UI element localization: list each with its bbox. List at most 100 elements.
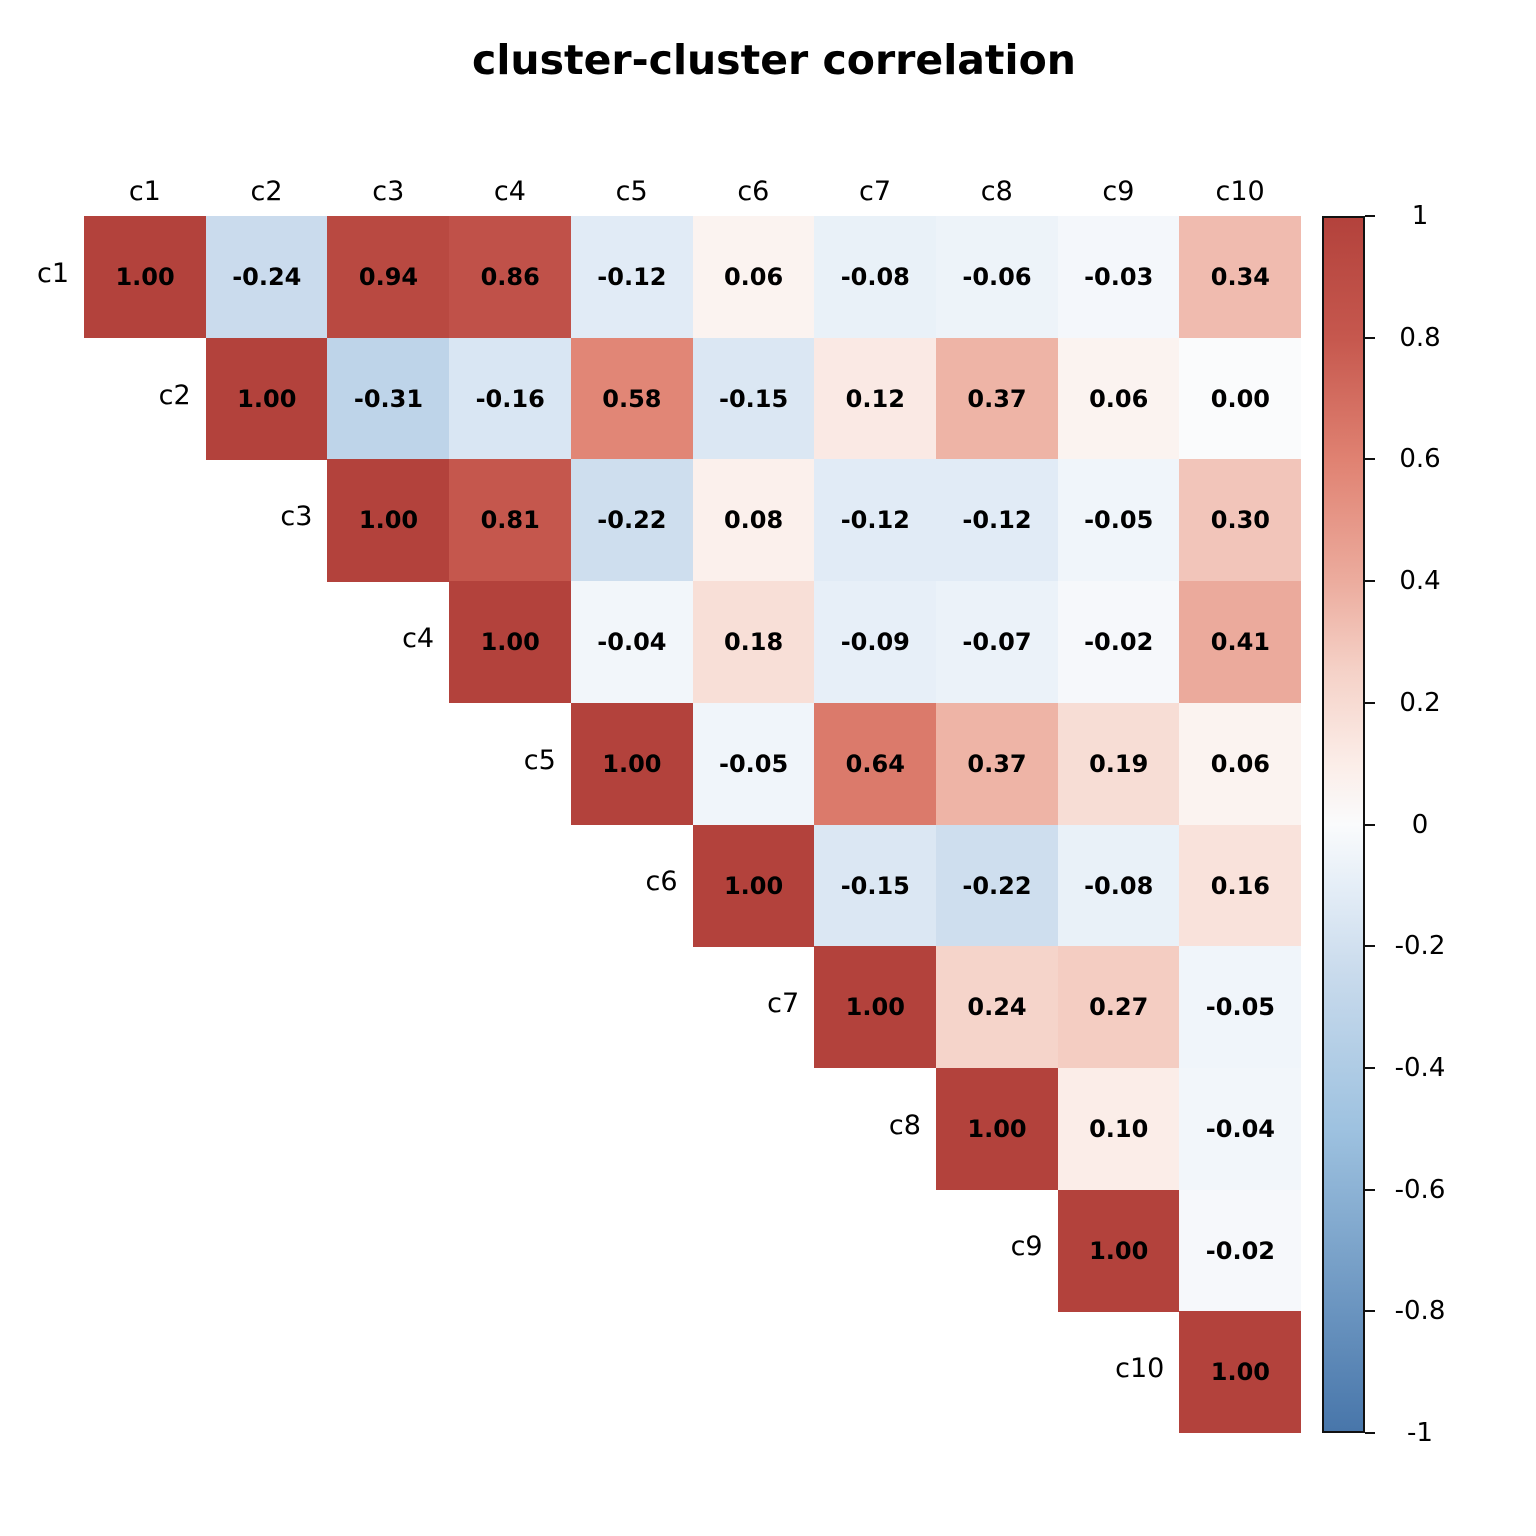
heatmap-cell-c3-c10: 0.30 <box>1179 459 1302 582</box>
heatmap-cell-c8-c9: 0.10 <box>1057 1067 1180 1191</box>
row-label-c1: c1 <box>36 257 69 289</box>
column-label-c5: c5 <box>615 176 648 207</box>
heatmap-cell-c10-c10: 1.00 <box>1179 1311 1302 1434</box>
heatmap-cell-c6-c10: 0.16 <box>1179 824 1302 947</box>
colorbar-tick-label: 1 <box>1411 201 1429 231</box>
colorbar-tick <box>1365 701 1375 704</box>
column-label-c6: c6 <box>737 176 770 207</box>
heatmap-cell-c4-c10: 0.41 <box>1179 581 1302 704</box>
row-label-c9: c9 <box>1010 1231 1043 1263</box>
heatmap-cell-c4-c4: 1.00 <box>449 581 572 704</box>
heatmap-cell-c2-c8: 0.37 <box>935 337 1059 460</box>
heatmap-cell-c1-c9: -0.03 <box>1057 216 1180 339</box>
heatmap-cell-c6-c9: -0.08 <box>1057 824 1180 947</box>
colorbar-tick-label: 0.4 <box>1399 566 1441 597</box>
chart-title: cluster-cluster correlation <box>472 36 1076 84</box>
colorbar-tick <box>1365 458 1375 461</box>
heatmap-cell-c5-c7: 0.64 <box>814 702 937 825</box>
heatmap-cell-c2-c10: 0.00 <box>1179 337 1302 460</box>
heatmap-cell-c4-c8: -0.07 <box>935 581 1059 704</box>
heatmap-cell-c1-c8: -0.06 <box>935 216 1059 339</box>
colorbar-tick-label: -0.6 <box>1394 1174 1446 1205</box>
heatmap-cell-c6-c8: -0.22 <box>935 824 1059 947</box>
column-label-c7: c7 <box>859 176 892 207</box>
heatmap-cell-c2-c2: 1.00 <box>205 337 328 460</box>
colorbar-tick <box>1365 336 1375 339</box>
heatmap-cell-c6-c7: -0.15 <box>814 824 937 947</box>
row-label-c5: c5 <box>523 744 556 776</box>
heatmap-cell-c5-c5: 1.00 <box>570 702 693 825</box>
heatmap-cell-c4-c5: -0.04 <box>570 581 693 704</box>
heatmap-cell-c1-c3: 0.94 <box>327 216 450 339</box>
heatmap-cell-c2-c6: -0.15 <box>692 337 815 460</box>
colorbar-tick-label: 0.2 <box>1399 687 1441 718</box>
heatmap-cell-c3-c7: -0.12 <box>814 459 937 582</box>
heatmap-cell-c7-c7: 1.00 <box>814 946 937 1069</box>
row-label-c4: c4 <box>402 622 435 654</box>
heatmap-cell-c6-c6: 1.00 <box>692 824 815 947</box>
heatmap-cell-c3-c8: -0.12 <box>935 459 1059 582</box>
column-label-c3: c3 <box>372 176 405 207</box>
row-label-c7: c7 <box>767 988 800 1020</box>
heatmap-cell-c1-c6: 0.06 <box>692 216 815 339</box>
heatmap-cell-c9-c9: 1.00 <box>1057 1189 1180 1312</box>
heatmap-cell-c8-c8: 1.00 <box>935 1067 1059 1191</box>
colorbar-tick <box>1365 1066 1375 1069</box>
colorbar-tick-label: -0.2 <box>1394 931 1446 962</box>
heatmap-cell-c3-c5: -0.22 <box>570 459 693 582</box>
heatmap-cell-c1-c5: -0.12 <box>570 216 693 339</box>
row-label-c2: c2 <box>158 379 191 411</box>
colorbar-tick <box>1365 1310 1375 1313</box>
colorbar-tick-label: -1 <box>1407 1418 1433 1448</box>
colorbar-tick <box>1365 945 1375 948</box>
heatmap-cell-c4-c7: -0.09 <box>814 581 937 704</box>
row-label-c6: c6 <box>645 866 678 898</box>
heatmap-cell-c1-c7: -0.08 <box>814 216 937 339</box>
heatmap-cell-c4-c6: 0.18 <box>692 581 815 704</box>
heatmap-cell-c9-c10: -0.02 <box>1179 1189 1302 1312</box>
heatmap-cell-c2-c5: 0.58 <box>570 337 693 460</box>
heatmap-cell-c1-c4: 0.86 <box>449 216 572 339</box>
column-label-c9: c9 <box>1102 176 1135 207</box>
heatmap-cell-c2-c3: -0.31 <box>327 337 450 460</box>
heatmap-cell-c2-c9: 0.06 <box>1057 337 1180 460</box>
column-label-c8: c8 <box>980 176 1013 207</box>
column-label-c2: c2 <box>250 176 283 207</box>
colorbar-tick-label: 0 <box>1411 809 1429 840</box>
heatmap-cell-c3-c9: -0.05 <box>1057 459 1180 582</box>
column-label-c10: c10 <box>1215 176 1265 207</box>
colorbar-tick-label: 0.6 <box>1399 444 1441 475</box>
heatmap-cell-c3-c4: 0.81 <box>449 459 572 582</box>
heatmap-cell-c3-c6: 0.08 <box>692 459 815 582</box>
heatmap-cell-c7-c8: 0.24 <box>935 946 1059 1069</box>
colorbar <box>1322 216 1365 1433</box>
heatmap-cell-c2-c4: -0.16 <box>449 337 572 460</box>
heatmap-cell-c5-c10: 0.06 <box>1179 702 1302 825</box>
colorbar-tick <box>1365 1188 1375 1191</box>
row-label-c3: c3 <box>280 501 313 533</box>
heatmap-cell-c1-c2: -0.24 <box>205 216 328 339</box>
heatmap-cell-c5-c8: 0.37 <box>935 702 1059 825</box>
colorbar-tick-label: -0.8 <box>1394 1296 1446 1327</box>
row-label-c8: c8 <box>888 1109 921 1141</box>
heatmap-cell-c5-c9: 0.19 <box>1057 702 1180 825</box>
heatmap-cell-c1-c1: 1.00 <box>84 216 207 339</box>
heatmap-cell-c4-c9: -0.02 <box>1057 581 1180 704</box>
column-label-c4: c4 <box>493 176 526 207</box>
colorbar-tick-label: 0.8 <box>1399 322 1441 353</box>
colorbar-tick <box>1365 1432 1375 1434</box>
heatmap-cell-c7-c9: 0.27 <box>1057 946 1180 1069</box>
column-label-c1: c1 <box>128 176 161 207</box>
colorbar-tick <box>1365 823 1375 826</box>
heatmap-cell-c3-c3: 1.00 <box>327 459 450 582</box>
colorbar-tick <box>1365 215 1375 217</box>
heatmap-cell-c2-c7: 0.12 <box>814 337 937 460</box>
heatmap-cell-c1-c10: 0.34 <box>1179 216 1302 339</box>
heatmap-cell-c8-c10: -0.04 <box>1179 1067 1302 1191</box>
heatmap-cell-c7-c10: -0.05 <box>1179 946 1302 1069</box>
colorbar-tick <box>1365 580 1375 583</box>
heatmap-cell-c5-c6: -0.05 <box>692 702 815 825</box>
row-label-c10: c10 <box>1115 1353 1165 1385</box>
colorbar-tick-label: -0.4 <box>1394 1052 1446 1083</box>
